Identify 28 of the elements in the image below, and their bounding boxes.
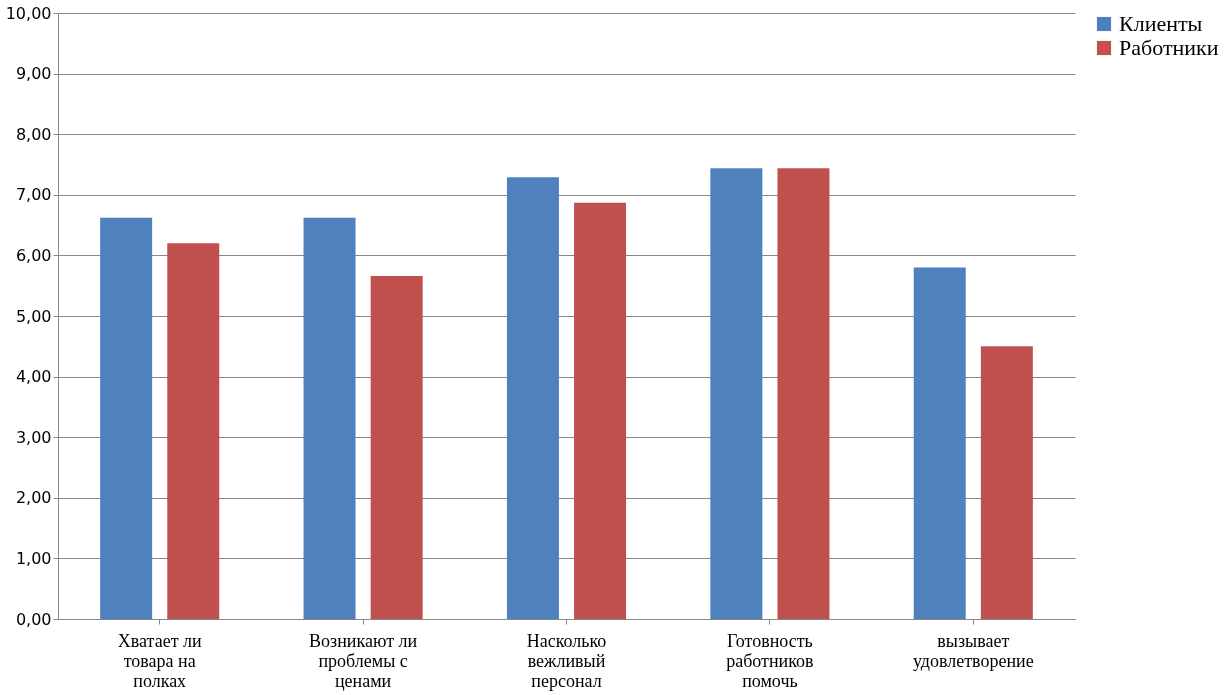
y-tick-label: 2,00 bbox=[15, 488, 52, 508]
y-tick-label: 8,00 bbox=[15, 124, 52, 144]
bar bbox=[370, 276, 423, 619]
y-tick-label: 4,00 bbox=[15, 367, 52, 387]
x-tick-label: вызывает удовлетворение bbox=[912, 630, 1034, 671]
x-tick-label: Готовность работников помочь bbox=[726, 630, 814, 691]
legend-label: Работники bbox=[1119, 35, 1219, 60]
y-tick-label: 10,00 bbox=[5, 3, 52, 23]
bar bbox=[506, 177, 559, 619]
x-tick-label: Возникают ли проблемы с ценами bbox=[309, 630, 418, 691]
bar bbox=[913, 267, 966, 619]
y-tick-label: 1,00 bbox=[15, 548, 52, 568]
bar bbox=[100, 217, 153, 619]
bar bbox=[167, 243, 220, 619]
bar bbox=[777, 168, 830, 619]
x-tick-label: Хватает ли товара на полках bbox=[117, 630, 202, 691]
bar bbox=[980, 346, 1033, 619]
y-tick-label: 5,00 bbox=[15, 306, 52, 326]
bar bbox=[710, 168, 763, 619]
x-tick-label: Насколько вежливый персонал bbox=[526, 630, 607, 691]
bar bbox=[574, 202, 627, 619]
y-tick-label: 7,00 bbox=[15, 185, 52, 205]
y-tick-label: 0,00 bbox=[15, 609, 52, 629]
bar bbox=[303, 217, 356, 619]
y-tick-label: 6,00 bbox=[15, 245, 52, 265]
legend-label: Клиенты bbox=[1119, 11, 1203, 36]
y-tick-label: 3,00 bbox=[15, 427, 52, 447]
y-tick-label: 9,00 bbox=[15, 64, 52, 84]
